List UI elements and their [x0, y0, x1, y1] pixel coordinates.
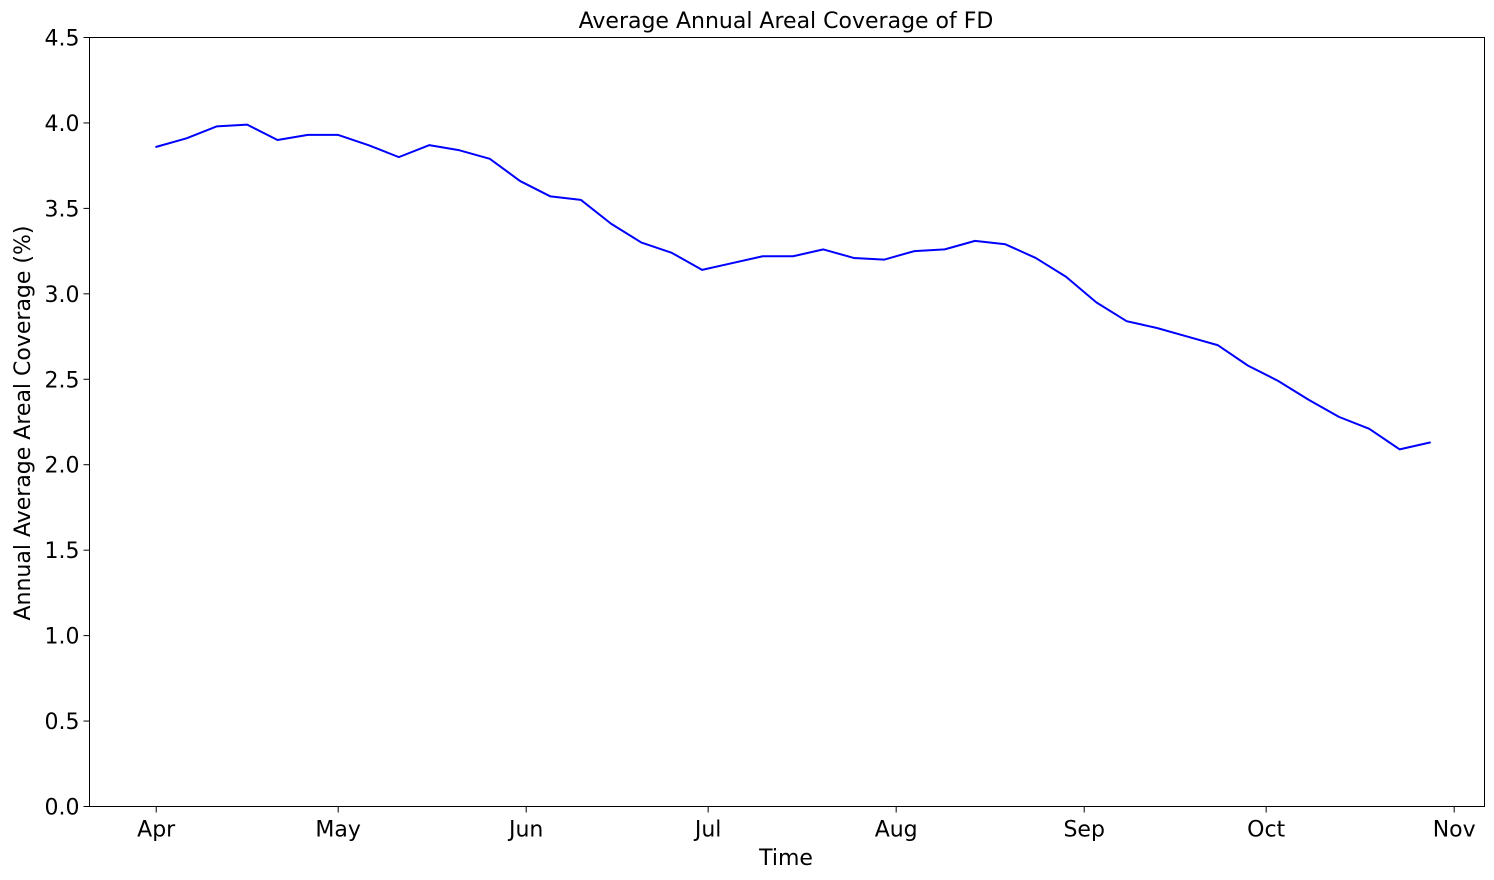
series-layer: [155, 123, 1431, 451]
x-tick-label: Nov: [1433, 818, 1476, 843]
y-tick-label: 0.5: [45, 710, 80, 735]
y-axis-label: Annual Average Areal Coverage (%): [11, 225, 36, 620]
x-tick-label: Sep: [1063, 818, 1104, 843]
x-tick-label: May: [315, 818, 360, 843]
x-tick-label: Apr: [137, 818, 176, 843]
y-tick-label: 2.5: [45, 368, 80, 393]
chart-title: Average Annual Areal Coverage of FD: [579, 9, 994, 34]
y-tick-label: 1.5: [45, 539, 80, 564]
y-tick-label: 3.5: [45, 197, 80, 222]
y-tick-label: 4.0: [45, 112, 80, 137]
y-axis-label-group: Annual Average Areal Coverage (%): [11, 225, 36, 620]
y-tick-label: 2.0: [45, 454, 80, 479]
x-tick-label: Jun: [507, 818, 543, 843]
y-tick-label: 3.0: [45, 283, 80, 308]
y-tick-label: 1.0: [45, 625, 80, 650]
y-tick-label: 4.5: [45, 27, 80, 52]
x-axis-label: Time: [758, 846, 813, 871]
y-tick-label: 0.0: [45, 796, 80, 821]
series-line: [155, 123, 1431, 451]
axis-ticks: Apr May Jun Jul Aug Sep Oct Nov 0.0 0.5 1.0 1.5 2.0 2…: [45, 27, 1476, 843]
plot-frame: [89, 37, 1485, 807]
x-tick-label: Oct: [1247, 818, 1285, 843]
x-tick-label: Jul: [693, 818, 722, 843]
x-tick-label: Aug: [875, 818, 918, 843]
